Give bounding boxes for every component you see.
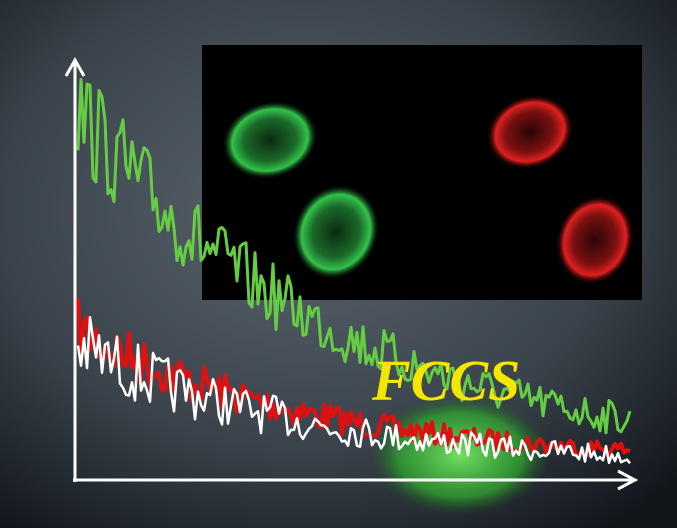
traces: [76, 78, 632, 465]
trace: [76, 78, 632, 435]
green-cell: [292, 185, 380, 279]
fccs-label: FCCS: [371, 348, 520, 413]
green-cluster: [370, 395, 550, 515]
red-cell: [486, 94, 574, 170]
y-arrow: [64, 56, 86, 77]
green-cell: [222, 101, 318, 179]
trace: [76, 298, 631, 459]
red-cell: [556, 195, 634, 285]
x-arrow: [617, 469, 639, 491]
trace: [76, 316, 631, 465]
